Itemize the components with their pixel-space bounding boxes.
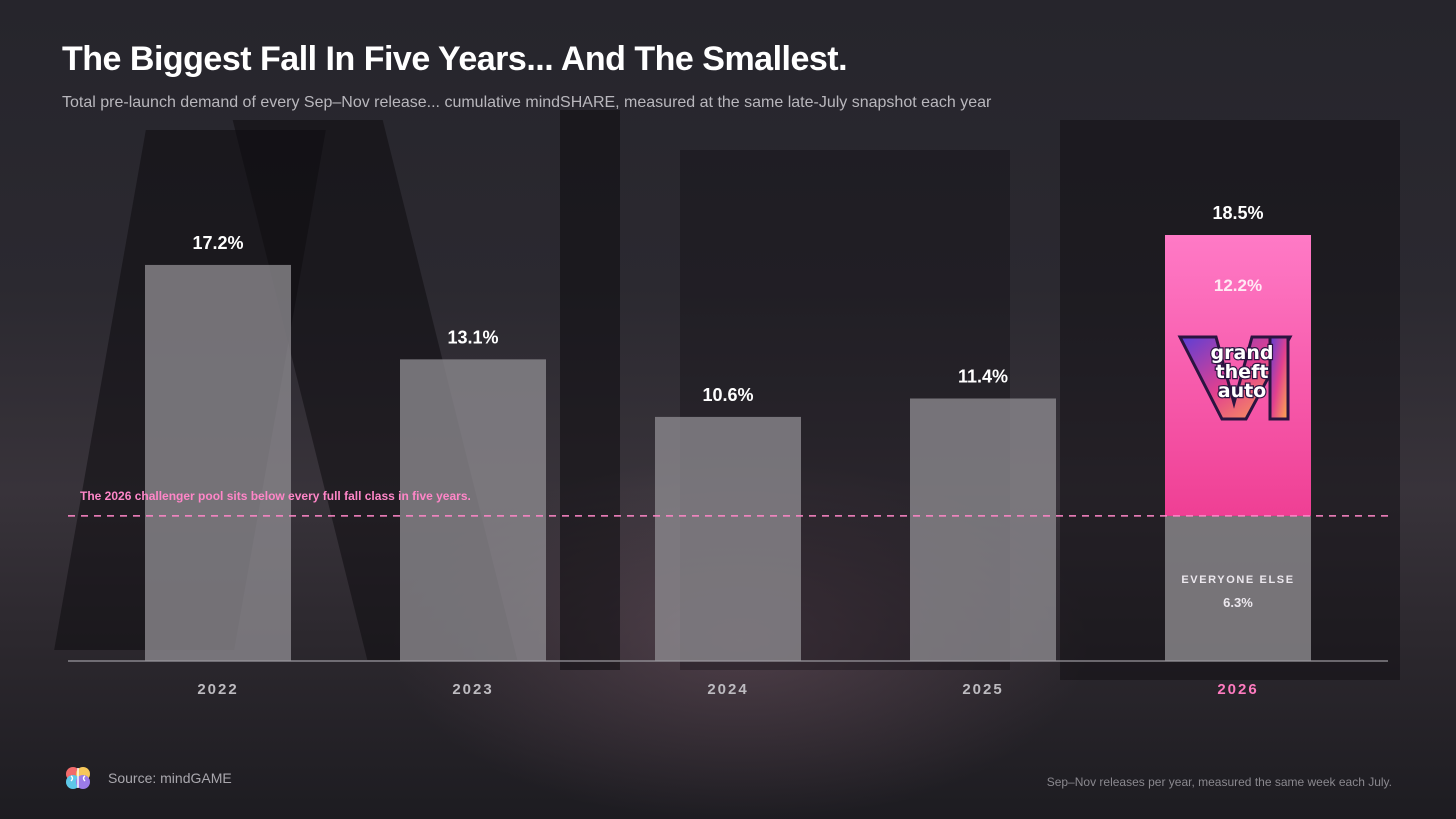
logo-word: auto: [1218, 380, 1266, 402]
bar-segment-everyone-else: [1165, 515, 1311, 661]
bar: [655, 416, 801, 661]
data-label: 18.5%: [1212, 203, 1263, 223]
data-label: 17.2%: [192, 233, 243, 253]
footnote: Sep–Nov releases per year, measured the …: [1046, 775, 1392, 789]
bar: [145, 264, 291, 661]
data-label: 11.4%: [958, 366, 1008, 386]
logo-word: theft: [1216, 361, 1269, 383]
segment-label-highlight: 12.2%: [1214, 276, 1262, 295]
chart-title: The Biggest Fall In Five Years... And Th…: [62, 40, 848, 78]
segment-label-everyone-else: 6.3%: [1223, 595, 1253, 610]
logo-word: grand: [1211, 342, 1274, 364]
source-credit: Source: mindGAME: [62, 762, 232, 794]
bar: [910, 398, 1056, 661]
bar: [400, 359, 546, 661]
gta-logo: grandtheftautoVI: [1177, 335, 1293, 421]
background-silhouette: [560, 110, 620, 670]
x-tick-label: 2025: [962, 681, 1003, 698]
logo-numeral-bar: [1268, 335, 1290, 421]
x-tick-label: 2022: [197, 681, 238, 698]
source-text: Source: mindGAME: [108, 770, 232, 786]
x-tick-label: 2024: [707, 681, 748, 698]
x-tick-label: 2023: [452, 681, 493, 698]
segment-name-everyone-else: EVERYONE ELSE: [1181, 574, 1294, 586]
brain-icon: [66, 767, 90, 789]
data-label: 13.1%: [447, 327, 498, 347]
data-label: 10.6%: [702, 385, 753, 405]
x-tick-label: 2026: [1217, 681, 1258, 698]
chart-subtitle: Total pre-launch demand of every Sep–Nov…: [62, 94, 992, 111]
reference-annotation: The 2026 challenger pool sits below ever…: [80, 489, 471, 503]
